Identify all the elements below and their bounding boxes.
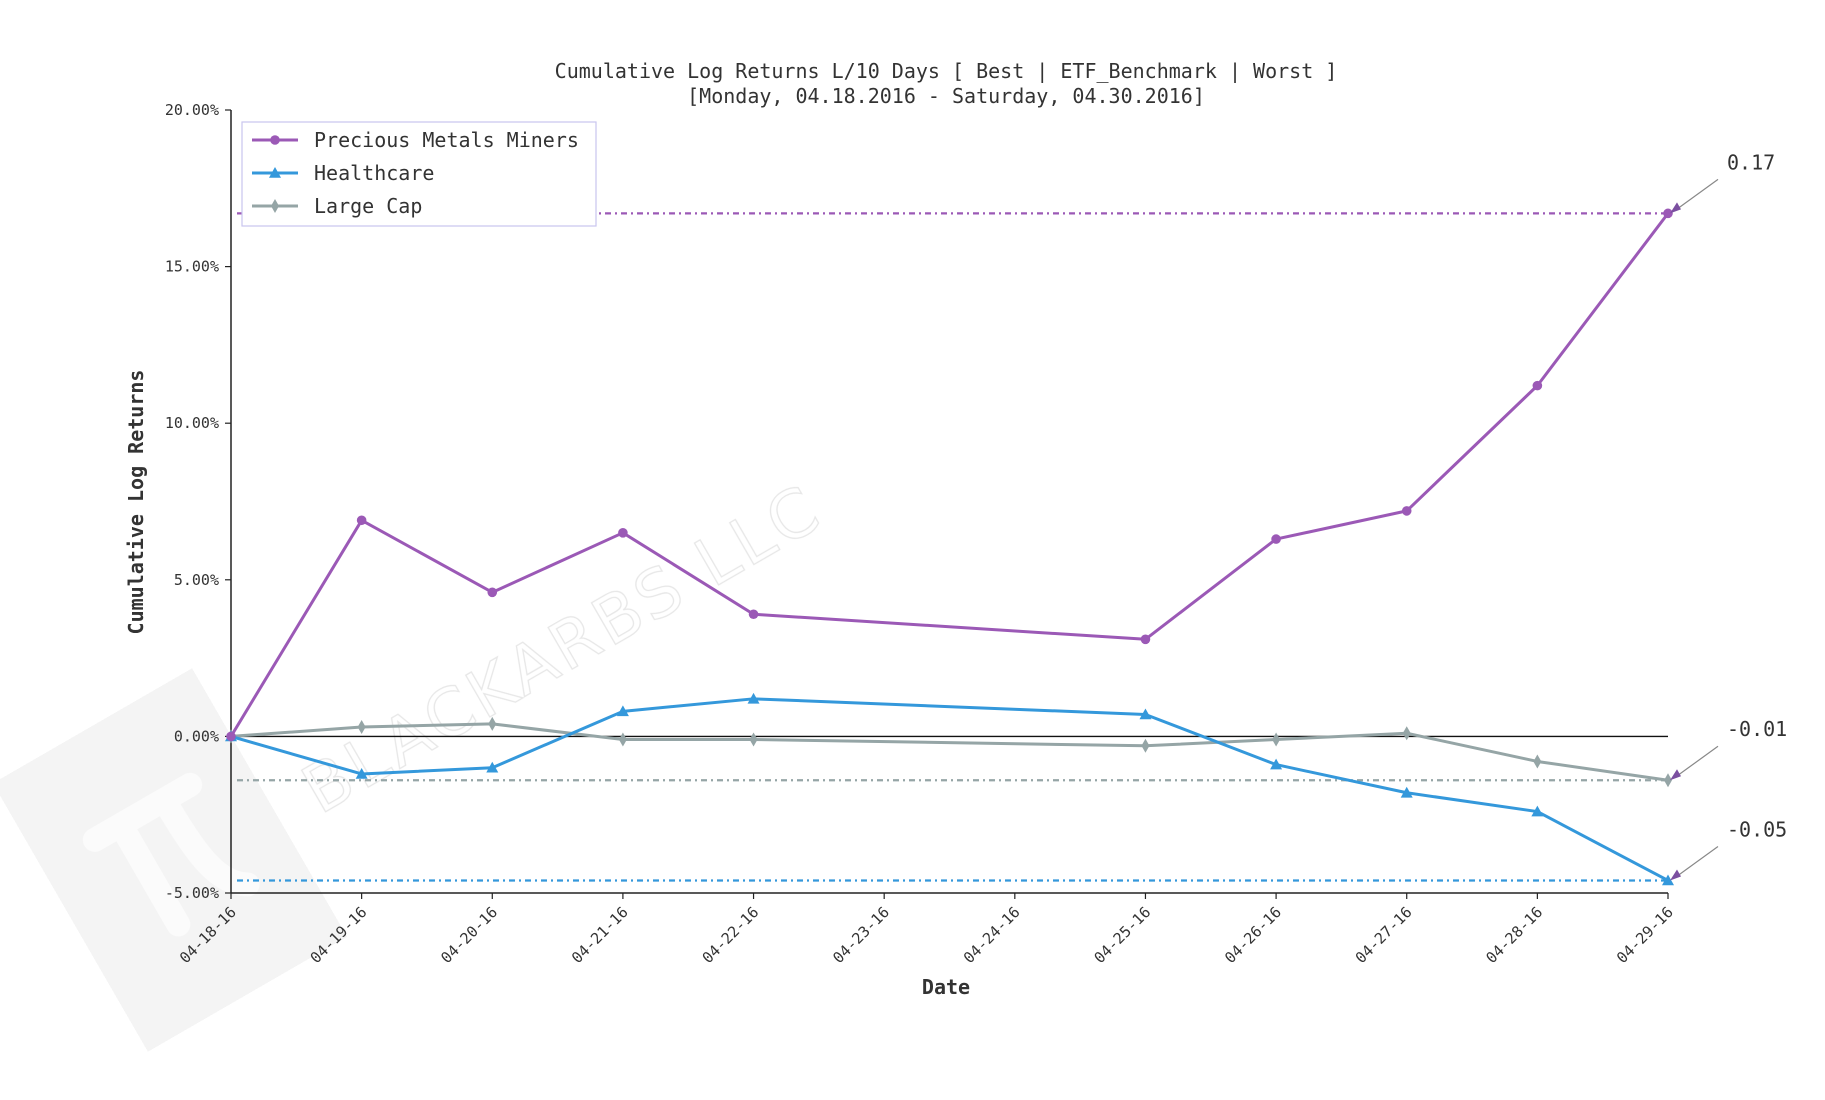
annotation-arrowhead (1670, 869, 1681, 881)
x-tick-label: 04-21-16 (568, 903, 632, 967)
legend-label: Healthcare (314, 161, 434, 185)
y-tick-label: 10.00% (165, 414, 219, 432)
annotation-leader (1677, 745, 1719, 776)
annotation-leader (1677, 845, 1719, 876)
series-line (230, 722, 1669, 782)
y-axis-label: Cumulative Log Returns (124, 370, 148, 635)
data-point (488, 716, 497, 731)
reference-lines (237, 212, 1668, 882)
x-axis-ticks: 04-18-16 04-19-16 04-20-16 04-21-16 04-22-16… (176, 893, 1677, 967)
data-point (1400, 786, 1413, 798)
data-point (226, 731, 236, 742)
x-tick-label: 04-29-16 (1613, 903, 1677, 967)
data-point (1139, 708, 1152, 720)
legend-items: Precious Metals Miners Healthcare Large Ca… (252, 128, 579, 218)
legend-label: Precious Metals Miners (314, 128, 579, 152)
data-point (618, 732, 627, 747)
series-0 (226, 208, 1673, 742)
x-tick-label: 04-23-16 (829, 903, 893, 967)
data-point (748, 609, 759, 620)
data-point (616, 705, 629, 717)
y-tick-label: -5.00% (165, 884, 219, 902)
annotation-leader (1677, 178, 1719, 209)
chart-title: Cumulative Log Returns L/10 Days [ Best … (555, 59, 1338, 83)
data-point (356, 515, 367, 526)
data-point (1662, 874, 1674, 886)
watermark-logo-icon (0, 668, 348, 1052)
x-tick-label: 04-26-16 (1221, 903, 1285, 967)
data-point (1401, 506, 1412, 516)
data-point (1663, 208, 1673, 219)
data-point (271, 199, 279, 213)
x-tick-label: 04-22-16 (699, 903, 763, 967)
data-point (270, 135, 280, 145)
legend: Precious Metals Miners Healthcare Large Ca… (241, 121, 597, 227)
x-tick-label: 04-20-16 (437, 903, 501, 967)
chart-subtitle: [Monday, 04.18.2016 - Saturday, 04.30.20… (687, 84, 1205, 108)
data-point (1402, 726, 1411, 741)
data-point (357, 720, 366, 735)
series-layer (225, 208, 1674, 886)
data-point (269, 167, 281, 178)
y-tick-label: 0.00% (174, 727, 219, 745)
x-tick-label: 04-28-16 (1482, 903, 1546, 967)
x-tick-label: 04-25-16 (1090, 903, 1154, 967)
data-point (1141, 738, 1150, 753)
data-point (1531, 805, 1544, 817)
annotation-label: -0.05 (1727, 817, 1787, 841)
x-tick-label: 04-27-16 (1352, 903, 1416, 967)
y-tick-label: 5.00% (174, 571, 219, 589)
data-point (1532, 380, 1543, 391)
series-line (230, 697, 1669, 882)
annotation-label: -0.01 (1727, 717, 1787, 741)
data-point (355, 767, 368, 779)
y-tick-label: 15.00% (165, 258, 219, 276)
y-tick-label: 20.00% (165, 101, 219, 119)
data-point (486, 761, 499, 773)
data-point (1270, 758, 1283, 770)
data-point (1664, 773, 1672, 788)
annotation-arrowhead (1670, 769, 1681, 781)
annotation-label: 0.17 (1727, 150, 1775, 174)
x-tick-label: 04-24-16 (960, 903, 1024, 967)
data-point (487, 587, 498, 598)
annotations: 0.17 -0.01 -0.05 (1670, 150, 1787, 881)
data-point (618, 528, 628, 538)
series-line (229, 212, 1670, 738)
legend-label: Large Cap (314, 194, 422, 218)
data-point (1140, 634, 1151, 645)
data-point (747, 692, 760, 704)
data-point (1533, 754, 1542, 769)
data-point (749, 732, 758, 747)
axes (230, 110, 1668, 894)
legend-box (241, 121, 597, 227)
y-axis-ticks: -5.00% 0.00% 5.00% 10.00% 15.00% 20.00% (165, 101, 231, 902)
annotation-arrowhead (1670, 202, 1681, 214)
data-point (1272, 732, 1281, 747)
data-point (1271, 534, 1281, 544)
x-axis-label: Date (922, 975, 970, 999)
